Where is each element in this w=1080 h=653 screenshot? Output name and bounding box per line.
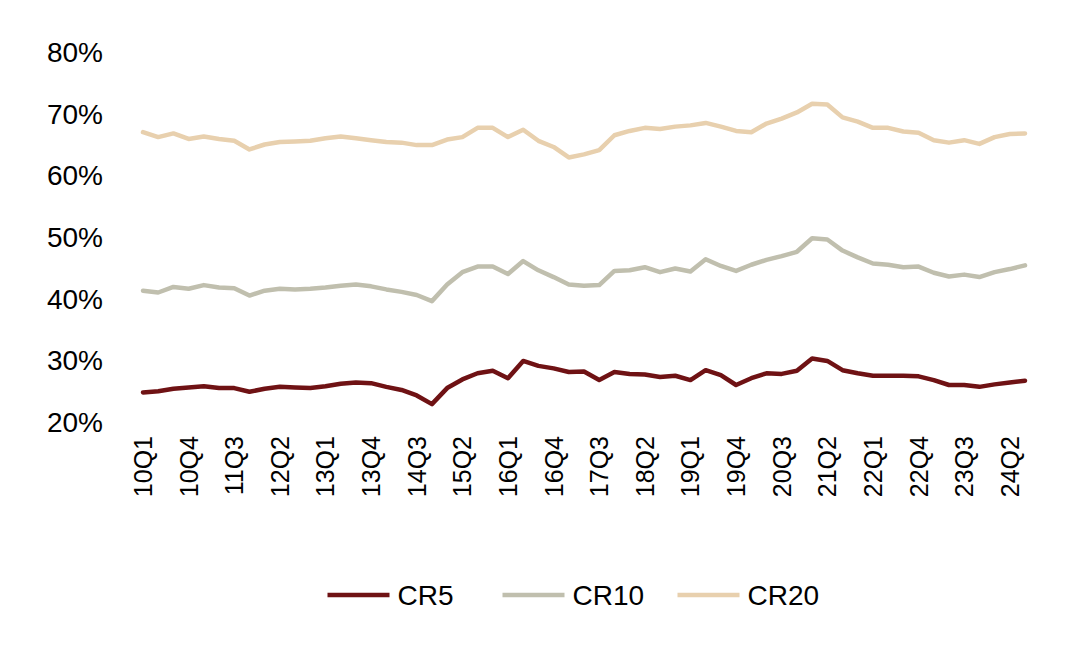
x-tick-label: 15Q2 bbox=[448, 436, 476, 497]
x-tick-label: 24Q2 bbox=[996, 436, 1024, 497]
y-tick-label: 60% bbox=[47, 160, 103, 191]
x-tick-label: 22Q1 bbox=[859, 436, 887, 497]
x-tick-label: 14Q3 bbox=[403, 436, 431, 497]
x-tick-label: 20Q3 bbox=[768, 436, 796, 497]
x-tick-label: 23Q3 bbox=[950, 436, 978, 497]
legend-label: CR20 bbox=[748, 580, 820, 611]
legend-swatch bbox=[678, 593, 740, 598]
y-tick-label: 50% bbox=[47, 222, 103, 253]
x-tick-label: 16Q1 bbox=[494, 436, 522, 497]
y-axis: 20% 30% 40% 50% 60% 70% 80% bbox=[47, 37, 103, 438]
x-tick-label: 19Q1 bbox=[676, 436, 704, 497]
series-line bbox=[143, 104, 1025, 158]
x-tick-label: 10Q1 bbox=[129, 436, 157, 497]
y-tick-label: 20% bbox=[47, 407, 103, 438]
legend-swatch bbox=[328, 593, 390, 598]
x-tick-label: 17Q3 bbox=[585, 436, 613, 497]
legend-label: CR10 bbox=[573, 580, 645, 611]
x-tick-label: 10Q4 bbox=[175, 436, 203, 497]
series-line bbox=[143, 238, 1025, 301]
x-tick-label: 21Q2 bbox=[813, 436, 841, 497]
y-tick-label: 80% bbox=[47, 37, 103, 68]
legend-label: CR5 bbox=[398, 580, 454, 611]
y-tick-label: 40% bbox=[47, 284, 103, 315]
series-lines bbox=[143, 104, 1025, 404]
x-tick-label: 16Q4 bbox=[540, 436, 568, 497]
x-tick-label: 18Q2 bbox=[631, 436, 659, 497]
x-tick-label: 11Q3 bbox=[220, 436, 248, 495]
x-tick-label: 12Q2 bbox=[266, 436, 294, 497]
legend: CR5 CR10 CR20 bbox=[328, 580, 820, 611]
legend-swatch bbox=[503, 593, 565, 598]
x-axis: 10Q1 10Q4 11Q3 12Q2 13Q1 13Q4 14Q3 15Q2 16Q1 16Q4… bbox=[129, 436, 1024, 497]
y-tick-label: 30% bbox=[47, 345, 103, 376]
x-tick-label: 22Q4 bbox=[905, 436, 933, 497]
x-tick-label: 13Q4 bbox=[357, 436, 385, 497]
series-line bbox=[143, 358, 1025, 404]
x-tick-label: 13Q1 bbox=[311, 436, 339, 497]
x-tick-label: 19Q4 bbox=[722, 436, 750, 497]
chart: 20% 30% 40% 50% 60% 70% 80% 10Q1 10Q4 11Q3 12Q2 13Q… bbox=[0, 0, 1080, 653]
y-tick-label: 70% bbox=[47, 99, 103, 130]
